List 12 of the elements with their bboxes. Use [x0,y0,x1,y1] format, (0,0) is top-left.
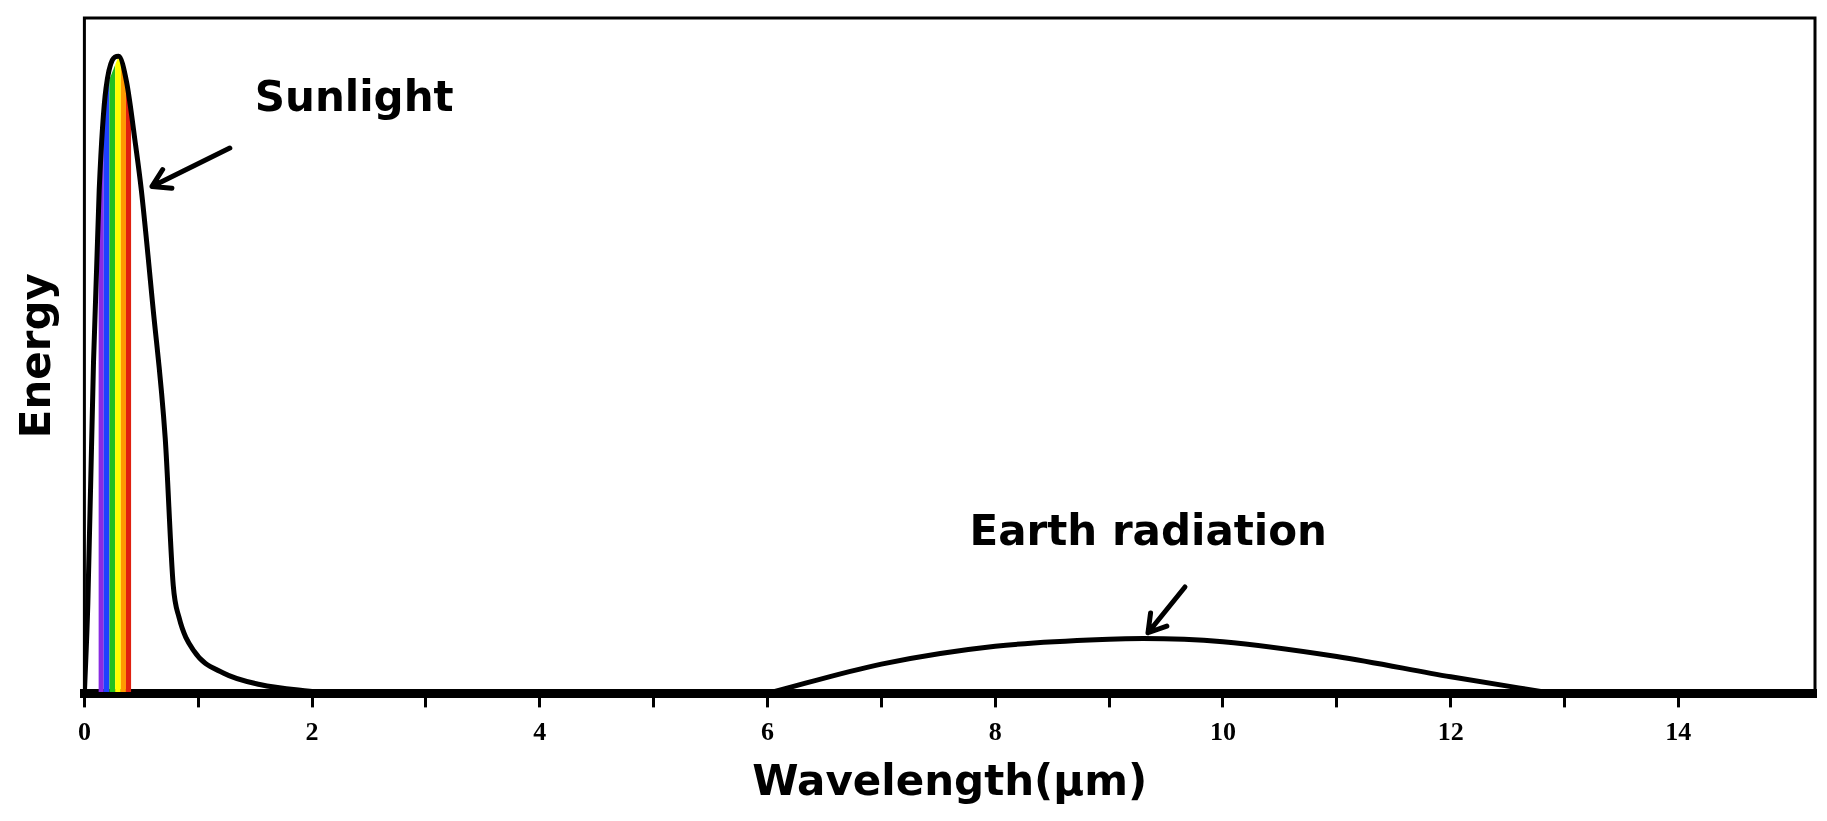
x-tick-label: 6 [761,716,775,746]
annotation: Earth radiation [969,505,1327,555]
x-tick-label: 0 [77,716,91,746]
x-axis-title: Wavelength(μm) [752,755,1148,805]
y-axis-title: Energy [11,273,61,439]
annotation: Sunlight [254,71,454,121]
x-tick-label: 10 [1209,716,1236,746]
x-tick-label: 12 [1437,716,1464,746]
x-tick-label: 14 [1665,716,1692,746]
x-tick-label: 2 [305,716,319,746]
x-tick-label: 4 [533,716,547,746]
x-tick-label: 8 [988,716,1002,746]
